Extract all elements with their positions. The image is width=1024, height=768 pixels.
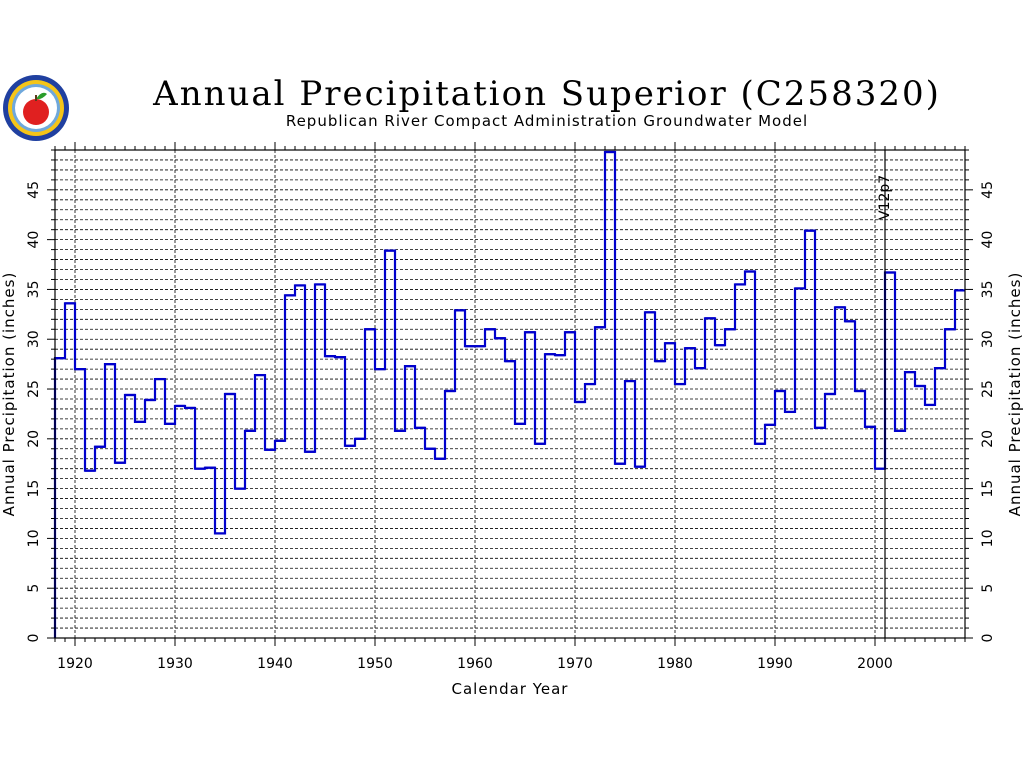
- y-tick-label-right: 10: [980, 529, 996, 547]
- y-tick-label-left: 15: [26, 480, 42, 498]
- grid-layer: [55, 150, 965, 638]
- x-tick-label: 1970: [557, 656, 593, 672]
- chart-subtitle: Republican River Compact Administration …: [285, 112, 809, 130]
- y-tick-label-left: 20: [26, 430, 42, 448]
- y-tick-label-left: 25: [26, 380, 42, 398]
- x-tick-label: 1930: [157, 656, 193, 672]
- y-tick-label-right: 30: [980, 330, 996, 348]
- x-tick-label: 1950: [357, 656, 393, 672]
- y-tick-label-left: 0: [26, 634, 42, 643]
- x-tick-label: 1990: [757, 656, 793, 672]
- y-tick-label-right: 35: [980, 281, 996, 299]
- x-tick-label: 1980: [657, 656, 693, 672]
- y-tick-label-left: 45: [26, 181, 42, 199]
- y-tick-label-left: 10: [26, 529, 42, 547]
- y-tick-label-left: 5: [26, 584, 42, 593]
- y-axis-title-left: Annual Precipitation (inches): [0, 272, 18, 517]
- y-tick-label-right: 0: [980, 634, 996, 643]
- y-tick-label-right: 15: [980, 480, 996, 498]
- x-axis-title: Calendar Year: [452, 680, 569, 698]
- plot-frame: [54, 149, 966, 639]
- x-tick-label: 1960: [457, 656, 493, 672]
- x-tick-label: 1940: [257, 656, 293, 672]
- y-tick-label-left: 40: [26, 231, 42, 249]
- x-tick-label: 1920: [57, 656, 93, 672]
- apple-seal-icon: [3, 75, 69, 141]
- y-tick-label-right: 40: [980, 231, 996, 249]
- y-tick-label-right: 45: [980, 181, 996, 199]
- chart-title: Annual Precipitation Superior (C258320): [153, 74, 941, 114]
- apple-leaf: [36, 92, 47, 100]
- apple-body: [23, 99, 49, 125]
- y-axis-title-right: Annual Precipitation (inches): [1006, 272, 1024, 517]
- y-tick-label-right: 20: [980, 430, 996, 448]
- x-tick-label: 2000: [857, 656, 893, 672]
- y-tick-label-right: 5: [980, 584, 996, 593]
- frame-layer: [47, 142, 973, 646]
- annotation-label: V12p7: [877, 175, 893, 220]
- y-tick-label-left: 30: [26, 330, 42, 348]
- labels-layer: V12p7 0 0 5 5 10 10 15 15 20 20 25 25 30 30 35 35 40 40 45 4…: [0, 175, 1024, 698]
- y-tick-label-left: 35: [26, 281, 42, 299]
- apple-stem: [35, 95, 37, 101]
- series-layer: [53, 150, 965, 638]
- y-tick-label-right: 25: [980, 380, 996, 398]
